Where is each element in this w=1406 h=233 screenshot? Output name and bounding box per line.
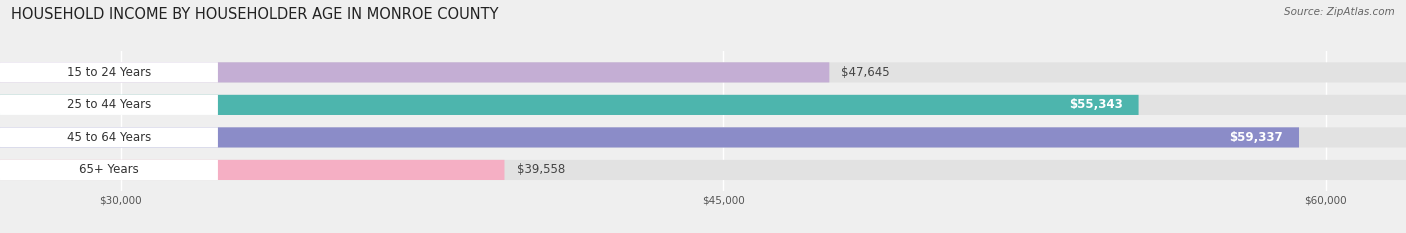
FancyBboxPatch shape [0, 95, 218, 115]
FancyBboxPatch shape [0, 127, 1406, 147]
Text: $55,343: $55,343 [1069, 98, 1122, 111]
Text: 65+ Years: 65+ Years [79, 163, 139, 176]
FancyBboxPatch shape [0, 62, 830, 82]
Text: $47,645: $47,645 [841, 66, 890, 79]
Text: $59,337: $59,337 [1229, 131, 1282, 144]
FancyBboxPatch shape [0, 160, 505, 180]
FancyBboxPatch shape [0, 95, 1139, 115]
Text: 45 to 64 Years: 45 to 64 Years [67, 131, 150, 144]
Text: Source: ZipAtlas.com: Source: ZipAtlas.com [1284, 7, 1395, 17]
FancyBboxPatch shape [0, 127, 218, 147]
Text: 25 to 44 Years: 25 to 44 Years [67, 98, 150, 111]
Text: HOUSEHOLD INCOME BY HOUSEHOLDER AGE IN MONROE COUNTY: HOUSEHOLD INCOME BY HOUSEHOLDER AGE IN M… [11, 7, 499, 22]
Text: $39,558: $39,558 [516, 163, 565, 176]
FancyBboxPatch shape [0, 62, 218, 82]
FancyBboxPatch shape [0, 160, 1406, 180]
FancyBboxPatch shape [0, 62, 1406, 82]
FancyBboxPatch shape [0, 160, 218, 180]
Text: 15 to 24 Years: 15 to 24 Years [67, 66, 150, 79]
FancyBboxPatch shape [0, 127, 1299, 147]
FancyBboxPatch shape [0, 95, 1406, 115]
